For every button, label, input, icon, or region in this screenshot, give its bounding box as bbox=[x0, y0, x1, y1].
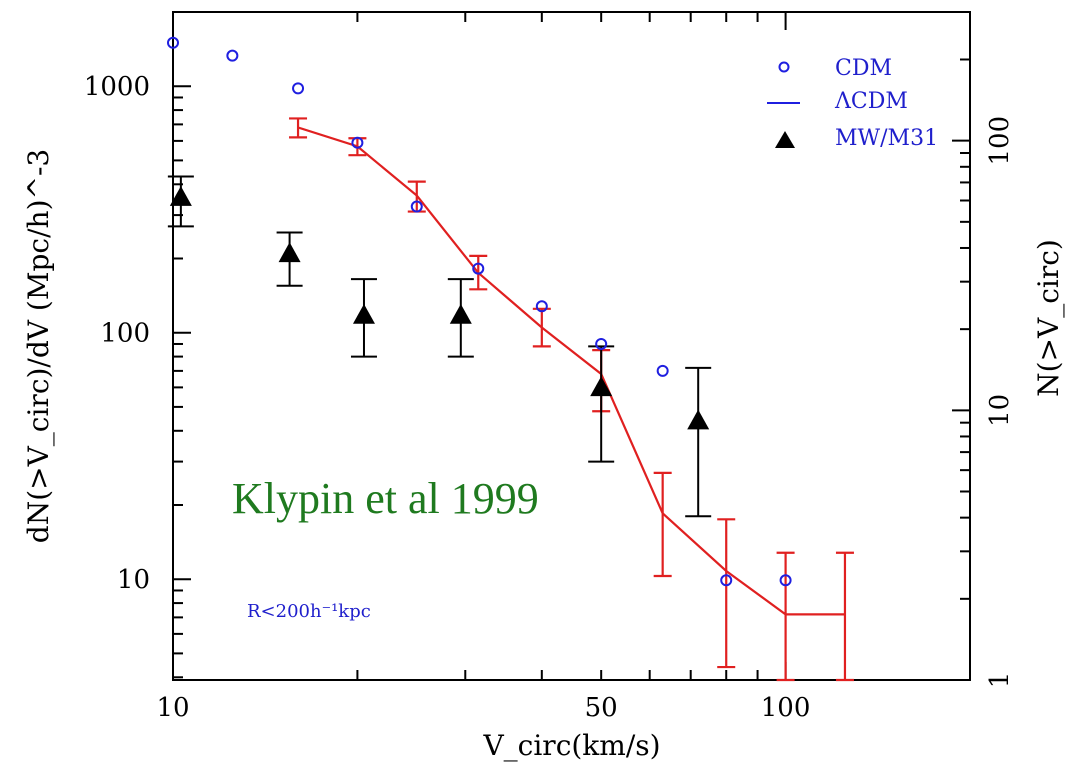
cdm-point bbox=[720, 574, 733, 587]
y-tick-label-right: 100 bbox=[985, 116, 1015, 166]
cdm-point bbox=[292, 82, 305, 95]
legend-lcdm-label: ΛCDM bbox=[834, 89, 908, 114]
x-axis-title: V_circ(km/s) bbox=[482, 729, 660, 762]
lcdm-line bbox=[297, 126, 845, 616]
x-tick-label: 50 bbox=[585, 693, 618, 723]
cdm-point bbox=[535, 300, 548, 313]
cdm-point bbox=[656, 364, 669, 377]
klypin-annotation: Klypin et al 1999 bbox=[232, 474, 539, 523]
y-tick-label-left: 100 bbox=[100, 319, 150, 349]
y-tick-label-left: 1000 bbox=[84, 72, 150, 102]
plot-axes: 10 50 100 10 100 1000 1 10 100 V_circ(km/s) dN(>V_… bbox=[22, 11, 1065, 762]
x-tick-label: 100 bbox=[761, 693, 811, 723]
mw-point bbox=[278, 242, 301, 263]
legend-cdm-label: CDM bbox=[835, 56, 892, 81]
mw-point bbox=[352, 303, 375, 324]
radius-annotation: R<200h⁻¹kpc bbox=[247, 601, 371, 622]
cdm-point bbox=[472, 262, 485, 275]
y-tick-label-left: 10 bbox=[117, 565, 150, 595]
cdm-point bbox=[226, 49, 239, 62]
plot-frame bbox=[172, 11, 971, 681]
mw-point bbox=[687, 409, 710, 430]
cdm-point bbox=[779, 574, 792, 587]
legend-mw-label: MW/M31 bbox=[835, 126, 938, 151]
cdm-point bbox=[595, 337, 608, 350]
plot-marks bbox=[167, 36, 854, 682]
legend-cdm-marker bbox=[778, 61, 790, 73]
cdm-point bbox=[410, 200, 423, 213]
y-tick-label-right: 1 bbox=[985, 672, 1015, 689]
y-tick-label-right: 10 bbox=[985, 394, 1015, 427]
cdm-point bbox=[167, 36, 179, 49]
legend-mw-marker bbox=[775, 131, 795, 148]
cdm-point bbox=[351, 136, 364, 149]
legend: CDM ΛCDM MW/M31 bbox=[767, 56, 938, 151]
mw-point bbox=[449, 303, 472, 324]
x-tick-label: 10 bbox=[156, 693, 189, 723]
y-axis-title-right: N(>V_circ) bbox=[1032, 239, 1065, 397]
mw-point bbox=[169, 186, 192, 206]
mw-point bbox=[590, 376, 613, 397]
y-axis-title-left: dN(>V_circ)/dV (Mpc/h)^-3 bbox=[22, 149, 55, 543]
